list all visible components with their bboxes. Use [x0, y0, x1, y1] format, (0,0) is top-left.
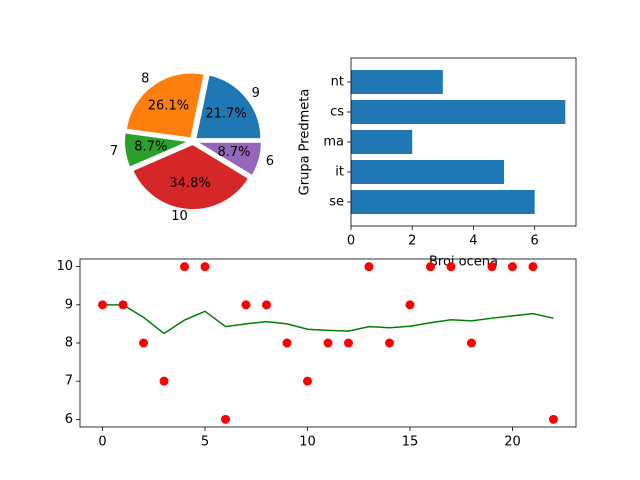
bar-xlabel: Broj ocena [429, 255, 498, 270]
pie-label-6: 6 [266, 154, 274, 169]
scatter-ytick-label-6: 6 [65, 412, 73, 427]
scatter-point-9 [282, 338, 292, 348]
scatter-point-6 [221, 414, 231, 424]
bar-ytick-label-cs: cs [330, 105, 344, 120]
pie-pct-label-9: 21.7% [205, 107, 246, 122]
bar-xtick-label-2: 2 [408, 234, 416, 249]
scatter-ytick-label-9: 9 [65, 297, 73, 312]
bar-xtick-label-6: 6 [531, 234, 539, 249]
scatter-point-11 [323, 338, 333, 348]
bar-nt [351, 70, 443, 94]
scatter-point-22 [548, 414, 558, 424]
bar-axes-frame [350, 57, 577, 227]
scatter-point-4 [180, 262, 190, 272]
scatter-point-10 [303, 376, 313, 386]
bar-xtick-label-0: 0 [347, 234, 355, 249]
scatter-xtick-label-20: 20 [504, 435, 521, 450]
scatter-point-19 [487, 262, 497, 272]
scatter-point-12 [343, 338, 353, 348]
bar-ytick-label-it: it [335, 165, 344, 180]
bar-cs [351, 100, 566, 124]
scatter-ytick-label-7: 7 [65, 374, 73, 389]
pie-slice-6 [194, 140, 263, 178]
pie-slice-10 [131, 142, 251, 211]
pie-pct-label-6: 8.7% [218, 145, 251, 160]
bar-it [351, 160, 505, 184]
scatter-point-1 [118, 300, 128, 310]
scatter-xtick-label-15: 15 [402, 435, 419, 450]
pie-pct-label-8: 26.1% [148, 99, 189, 114]
bar-ma [351, 130, 413, 154]
bar-ytick-label-se: se [329, 195, 344, 210]
scatter-point-17 [446, 262, 456, 272]
pie-label-8: 8 [141, 72, 149, 87]
scatter-chart: 0 5 10 15 20 6 7 8 9 10 [56, 258, 577, 450]
scatter-ytick-label-8: 8 [65, 336, 73, 351]
scatter-point-18 [466, 338, 476, 348]
scatter-point-8 [262, 300, 272, 310]
pie-slice-8 [124, 71, 206, 140]
scatter-xtick-label-10: 10 [299, 435, 316, 450]
running-average-line [102, 304, 554, 335]
scatter-point-5 [200, 262, 210, 272]
pie-slice-7 [123, 131, 192, 169]
scatter-point-20 [507, 262, 517, 272]
bar-xtick-label-4: 4 [469, 234, 477, 249]
scatter-point-14 [384, 338, 394, 348]
scatter-point-3 [159, 376, 169, 386]
bar-ytick-label-nt: nt [331, 75, 344, 90]
scatter-point-15 [405, 300, 415, 310]
pie-chart: 9 21.7% 8 26.1% 7 8.7% 10 34.8% 6 8.7% [110, 71, 274, 224]
pie-slice-9 [194, 73, 263, 141]
bar-ytick-label-ma: ma [323, 135, 344, 150]
scatter-xtick-label-5: 5 [201, 435, 209, 450]
pie-label-7: 7 [110, 144, 118, 159]
pie-pct-label-7: 8.7% [134, 139, 167, 154]
scatter-point-0 [98, 300, 108, 310]
scatter-point-21 [528, 262, 538, 272]
scatter-point-7 [241, 300, 251, 310]
scatter-point-16 [425, 262, 435, 272]
scatter-point-2 [139, 338, 149, 348]
bar-ylabel: Grupa Predmeta [298, 89, 313, 196]
pie-label-10: 10 [171, 209, 188, 224]
bar-chart: se it ma cs nt 0 2 4 6 Broj ocena Grupa Predmeta [298, 57, 577, 270]
pie-pct-label-10: 34.8% [169, 176, 210, 191]
scatter-xtick-label-0: 0 [98, 435, 106, 450]
scatter-point-13 [364, 262, 374, 272]
scatter-ytick-label-10: 10 [56, 259, 73, 274]
bar-se [351, 190, 535, 214]
pie-label-9: 9 [252, 86, 260, 101]
